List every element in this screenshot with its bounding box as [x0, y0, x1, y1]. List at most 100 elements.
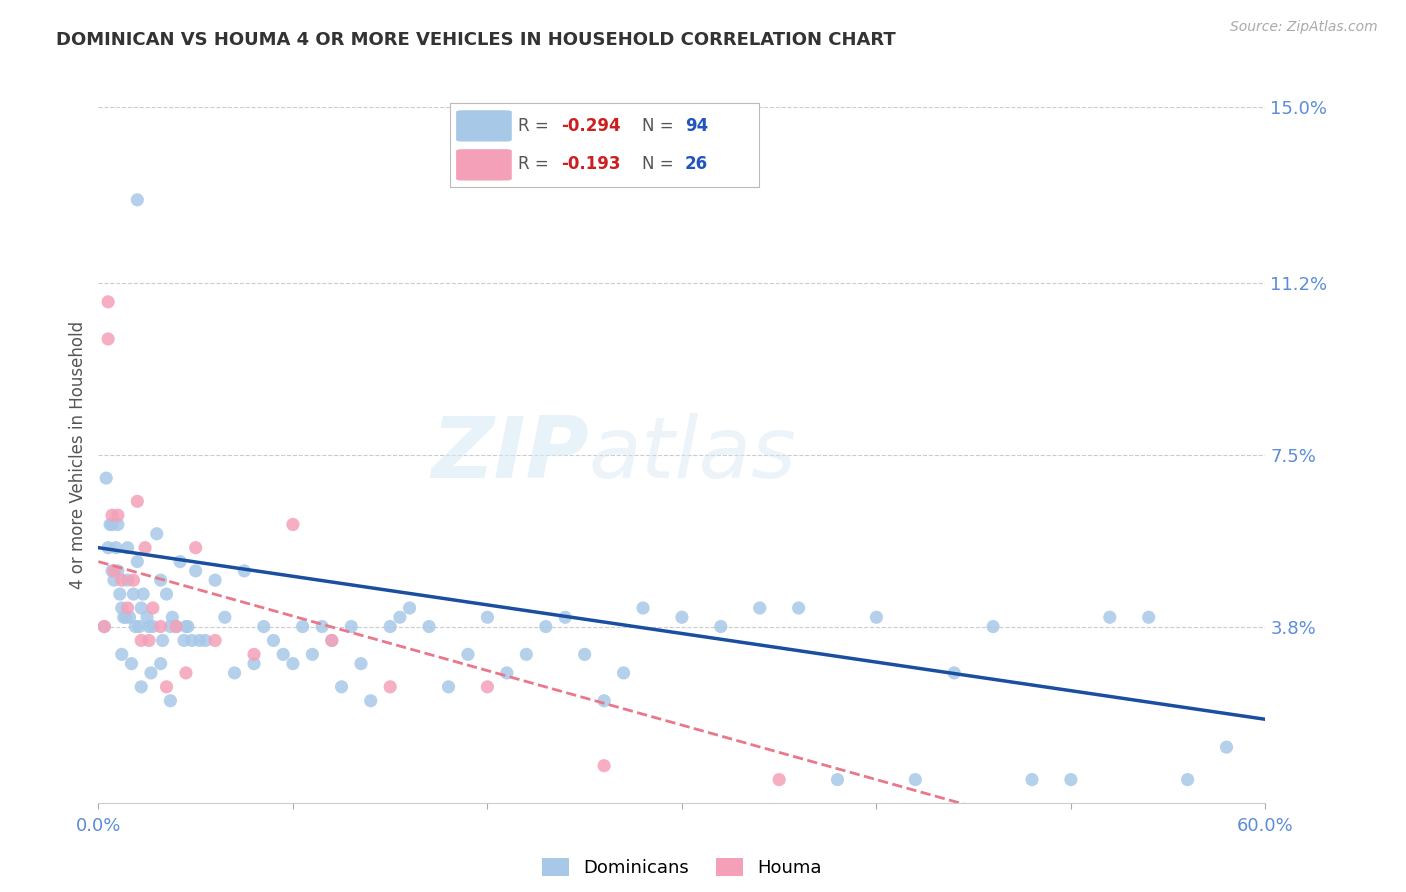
Point — [136, 610, 159, 624]
Point — [117, 573, 139, 587]
Point — [98, 517, 121, 532]
Point — [378, 619, 402, 633]
Point — [593, 694, 616, 708]
Point — [93, 619, 115, 633]
Point — [173, 633, 195, 648]
Point — [93, 619, 115, 633]
Point — [1098, 610, 1121, 624]
Point — [388, 610, 411, 624]
Point — [437, 680, 460, 694]
Point — [127, 494, 149, 508]
Point — [827, 772, 849, 787]
Point — [515, 648, 537, 662]
Point — [138, 619, 160, 633]
Point — [233, 564, 256, 578]
Point — [1021, 772, 1043, 787]
Point — [155, 680, 177, 694]
Point — [162, 610, 184, 624]
Point — [865, 610, 887, 624]
Point — [194, 633, 217, 648]
Point — [184, 541, 207, 555]
Point — [134, 541, 156, 555]
Text: N =: N = — [641, 154, 679, 172]
Point — [107, 508, 129, 523]
Point — [301, 648, 323, 662]
Text: -0.193: -0.193 — [561, 154, 621, 172]
Point — [129, 680, 152, 694]
Point — [138, 633, 160, 648]
Y-axis label: 4 or more Vehicles in Household: 4 or more Vehicles in Household — [69, 321, 87, 589]
Text: Source: ZipAtlas.com: Source: ZipAtlas.com — [1230, 20, 1378, 34]
Point — [477, 610, 499, 624]
Text: -0.294: -0.294 — [561, 118, 621, 136]
Point — [214, 610, 236, 624]
Point — [129, 633, 152, 648]
Point — [174, 619, 197, 633]
Point — [340, 619, 363, 633]
Point — [1215, 740, 1237, 755]
Point — [118, 610, 141, 624]
Point — [243, 657, 266, 671]
Text: atlas: atlas — [589, 413, 797, 497]
Point — [149, 657, 172, 671]
Point — [188, 633, 211, 648]
Point — [593, 758, 616, 772]
Point — [127, 193, 149, 207]
Legend: Dominicans, Houma: Dominicans, Houma — [534, 850, 830, 884]
Point — [149, 619, 172, 633]
Point — [97, 541, 120, 555]
Point — [177, 619, 200, 633]
Point — [97, 294, 120, 309]
Point — [574, 648, 596, 662]
Point — [350, 657, 373, 671]
Point — [152, 633, 174, 648]
Point — [398, 601, 420, 615]
Point — [613, 665, 636, 680]
Point — [107, 564, 129, 578]
Point — [418, 619, 440, 633]
Point — [165, 619, 187, 633]
Point — [321, 633, 343, 648]
Text: R =: R = — [517, 118, 554, 136]
Point — [262, 633, 284, 648]
Point — [103, 564, 125, 578]
Point — [159, 619, 181, 633]
Point — [96, 471, 118, 485]
Point — [180, 633, 202, 648]
Point — [129, 601, 152, 615]
Point — [311, 619, 333, 633]
Point — [174, 665, 197, 680]
Point — [243, 648, 266, 662]
Point — [554, 610, 576, 624]
Point — [981, 619, 1004, 633]
Point — [111, 573, 134, 587]
Point — [111, 648, 134, 662]
Point — [132, 587, 155, 601]
Point — [107, 517, 129, 532]
Point — [224, 665, 246, 680]
Point — [97, 332, 120, 346]
Point — [321, 633, 343, 648]
Point — [124, 619, 146, 633]
Point — [184, 564, 207, 578]
Point — [127, 555, 149, 569]
Point — [631, 601, 654, 615]
Point — [271, 648, 294, 662]
Point — [204, 573, 226, 587]
Point — [108, 587, 131, 601]
Point — [281, 657, 304, 671]
Point — [534, 619, 557, 633]
Point — [114, 610, 136, 624]
Point — [117, 541, 139, 555]
Point — [904, 772, 927, 787]
Point — [710, 619, 733, 633]
Text: 26: 26 — [685, 154, 709, 172]
Text: 94: 94 — [685, 118, 709, 136]
Text: N =: N = — [641, 118, 679, 136]
Point — [122, 587, 145, 601]
Point — [204, 633, 226, 648]
Point — [1137, 610, 1160, 624]
Point — [101, 564, 124, 578]
Point — [281, 517, 304, 532]
FancyBboxPatch shape — [456, 149, 512, 180]
